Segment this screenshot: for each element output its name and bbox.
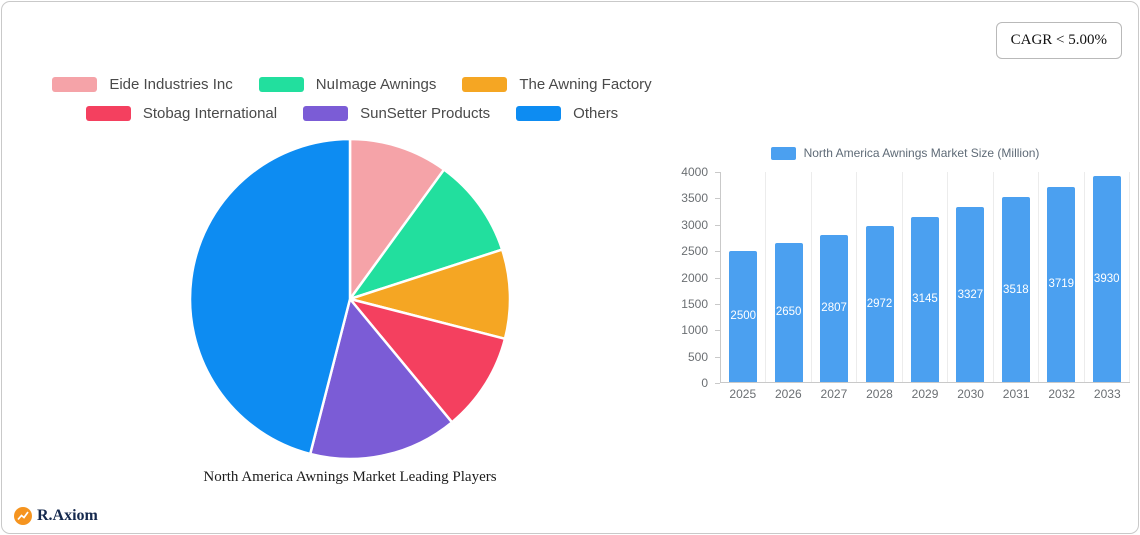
bar[interactable]: 2972 <box>865 225 894 382</box>
legend-item-sunsetter-products[interactable]: SunSetter Products <box>303 105 490 122</box>
pie-legend: Eide Industries Inc NuImage Awnings The … <box>22 76 682 134</box>
y-axis-tick-label: 4000 <box>672 166 720 178</box>
legend-item-awning-factory[interactable]: The Awning Factory <box>462 76 652 93</box>
x-axis-tick-label: 2031 <box>1002 387 1030 401</box>
bar-chart-column: 3145 <box>903 172 949 382</box>
pie-slice[interactable] <box>348 137 446 301</box>
legend-label: The Awning Factory <box>519 76 652 93</box>
x-axis-tick-label: 2033 <box>1093 387 1121 401</box>
legend-item-nuimage-awnings[interactable]: NuImage Awnings <box>258 76 437 93</box>
cagr-badge: CAGR < 5.00% <box>995 22 1122 59</box>
legend-item-others[interactable]: Others <box>516 105 618 122</box>
pie-slice[interactable] <box>348 297 507 424</box>
x-axis-tick-label: 2029 <box>911 387 939 401</box>
legend-item-eide-industries[interactable]: Eide Industries Inc <box>52 76 233 93</box>
brand-logo: R.Axiom <box>14 507 98 525</box>
pie-legend-row-1: Eide Industries Inc NuImage Awnings The … <box>22 76 682 93</box>
y-axis-tick-label: 2000 <box>672 272 720 284</box>
bar[interactable]: 2650 <box>774 242 803 382</box>
legend-swatch <box>52 77 98 92</box>
pie-chart-title: North America Awnings Market Leading Pla… <box>203 469 497 485</box>
bar[interactable]: 2807 <box>820 234 849 382</box>
bar-chart-column: 3327 <box>948 172 994 382</box>
y-axis-tick-label: 3500 <box>672 192 720 204</box>
bar-legend-label: North America Awnings Market Size (Milli… <box>803 146 1040 160</box>
bar-value-label: 3518 <box>1003 283 1029 296</box>
y-axis-tick-label: 1500 <box>672 298 720 310</box>
bar-chart-column: 3719 <box>1039 172 1085 382</box>
y-axis-tick-label: 3000 <box>672 219 720 231</box>
pie-slice[interactable] <box>348 168 504 301</box>
bar-value-label: 3145 <box>912 293 938 306</box>
bar-value-label: 2807 <box>821 302 847 315</box>
logo-icon <box>14 507 32 525</box>
x-axis-tick-label: 2027 <box>820 387 848 401</box>
legend-label: Others <box>573 105 619 122</box>
y-axis-tick-label: 2500 <box>672 245 720 257</box>
legend-swatch <box>85 106 131 121</box>
legend-swatch <box>462 77 508 92</box>
bar-value-label: 3930 <box>1093 272 1120 285</box>
legend-swatch <box>516 106 562 121</box>
logo-text: R.Axiom <box>37 507 98 524</box>
y-axis-tick-label: 0 <box>672 377 720 389</box>
legend-swatch <box>258 77 304 92</box>
legend-label: SunSetter Products <box>360 105 491 122</box>
bar[interactable]: 3518 <box>1001 197 1030 382</box>
pie-chart <box>180 129 520 469</box>
bar[interactable]: 3719 <box>1047 186 1076 382</box>
bar[interactable]: 3145 <box>910 216 939 382</box>
legend-item-stobag-international[interactable]: Stobag International <box>85 105 278 122</box>
x-axis-tick-label: 2028 <box>866 387 893 401</box>
x-axis-tick-label: 2032 <box>1048 387 1076 401</box>
pie-slice[interactable] <box>188 137 352 456</box>
bar-chart-column: 2807 <box>812 172 858 382</box>
pie-slice[interactable] <box>308 297 454 461</box>
legend-label: NuImage Awnings <box>315 76 437 93</box>
bar[interactable]: 3930 <box>1092 175 1121 382</box>
bar-chart-legend[interactable]: North America Awnings Market Size (Milli… <box>672 146 1138 160</box>
y-axis-tick-label: 1000 <box>672 324 720 336</box>
pie-legend-row-2: Stobag International SunSetter Products … <box>22 105 682 122</box>
bar-value-label: 2972 <box>866 297 893 310</box>
x-axis-tick-label: 2030 <box>957 387 984 401</box>
bar-chart-column: 2500 <box>721 172 767 382</box>
bar-chart: North America Awnings Market Size (Milli… <box>672 144 1138 414</box>
bar-value-label: 3327 <box>957 288 984 301</box>
bar-value-label: 2500 <box>730 310 757 323</box>
legend-swatch <box>303 106 349 121</box>
pie-chart-svg <box>188 137 512 461</box>
x-axis-tick-label: 2026 <box>774 387 802 401</box>
bar-chart-x-axis: 2025 2026 2027 2028 2029 2030 2031 2032 2033 <box>720 387 1130 401</box>
legend-label: Stobag International <box>142 105 278 122</box>
bar-chart-plot-area: 2500 2650 2807 2972 3145 3327 3518 3719 3930 <box>720 172 1130 383</box>
y-axis-tick-label: 500 <box>672 351 720 363</box>
bar[interactable]: 3327 <box>956 207 985 382</box>
pie-slice[interactable] <box>348 248 512 341</box>
bar-value-label: 3719 <box>1048 278 1075 291</box>
bar-value-label: 2650 <box>775 306 802 319</box>
bar-chart-column: 3930 <box>1085 172 1130 382</box>
bar-chart-column: 3518 <box>994 172 1040 382</box>
bar[interactable]: 2500 <box>729 250 758 382</box>
bar-chart-y-axis: 0 500 1000 1500 2000 2500 3000 3500 4000 <box>672 166 720 389</box>
bar-chart-column: 2972 <box>857 172 903 382</box>
legend-label: Eide Industries Inc <box>109 76 233 93</box>
bar-chart-column: 2650 <box>766 172 812 382</box>
x-axis-tick-label: 2025 <box>729 387 757 401</box>
bar-legend-swatch <box>770 146 796 160</box>
